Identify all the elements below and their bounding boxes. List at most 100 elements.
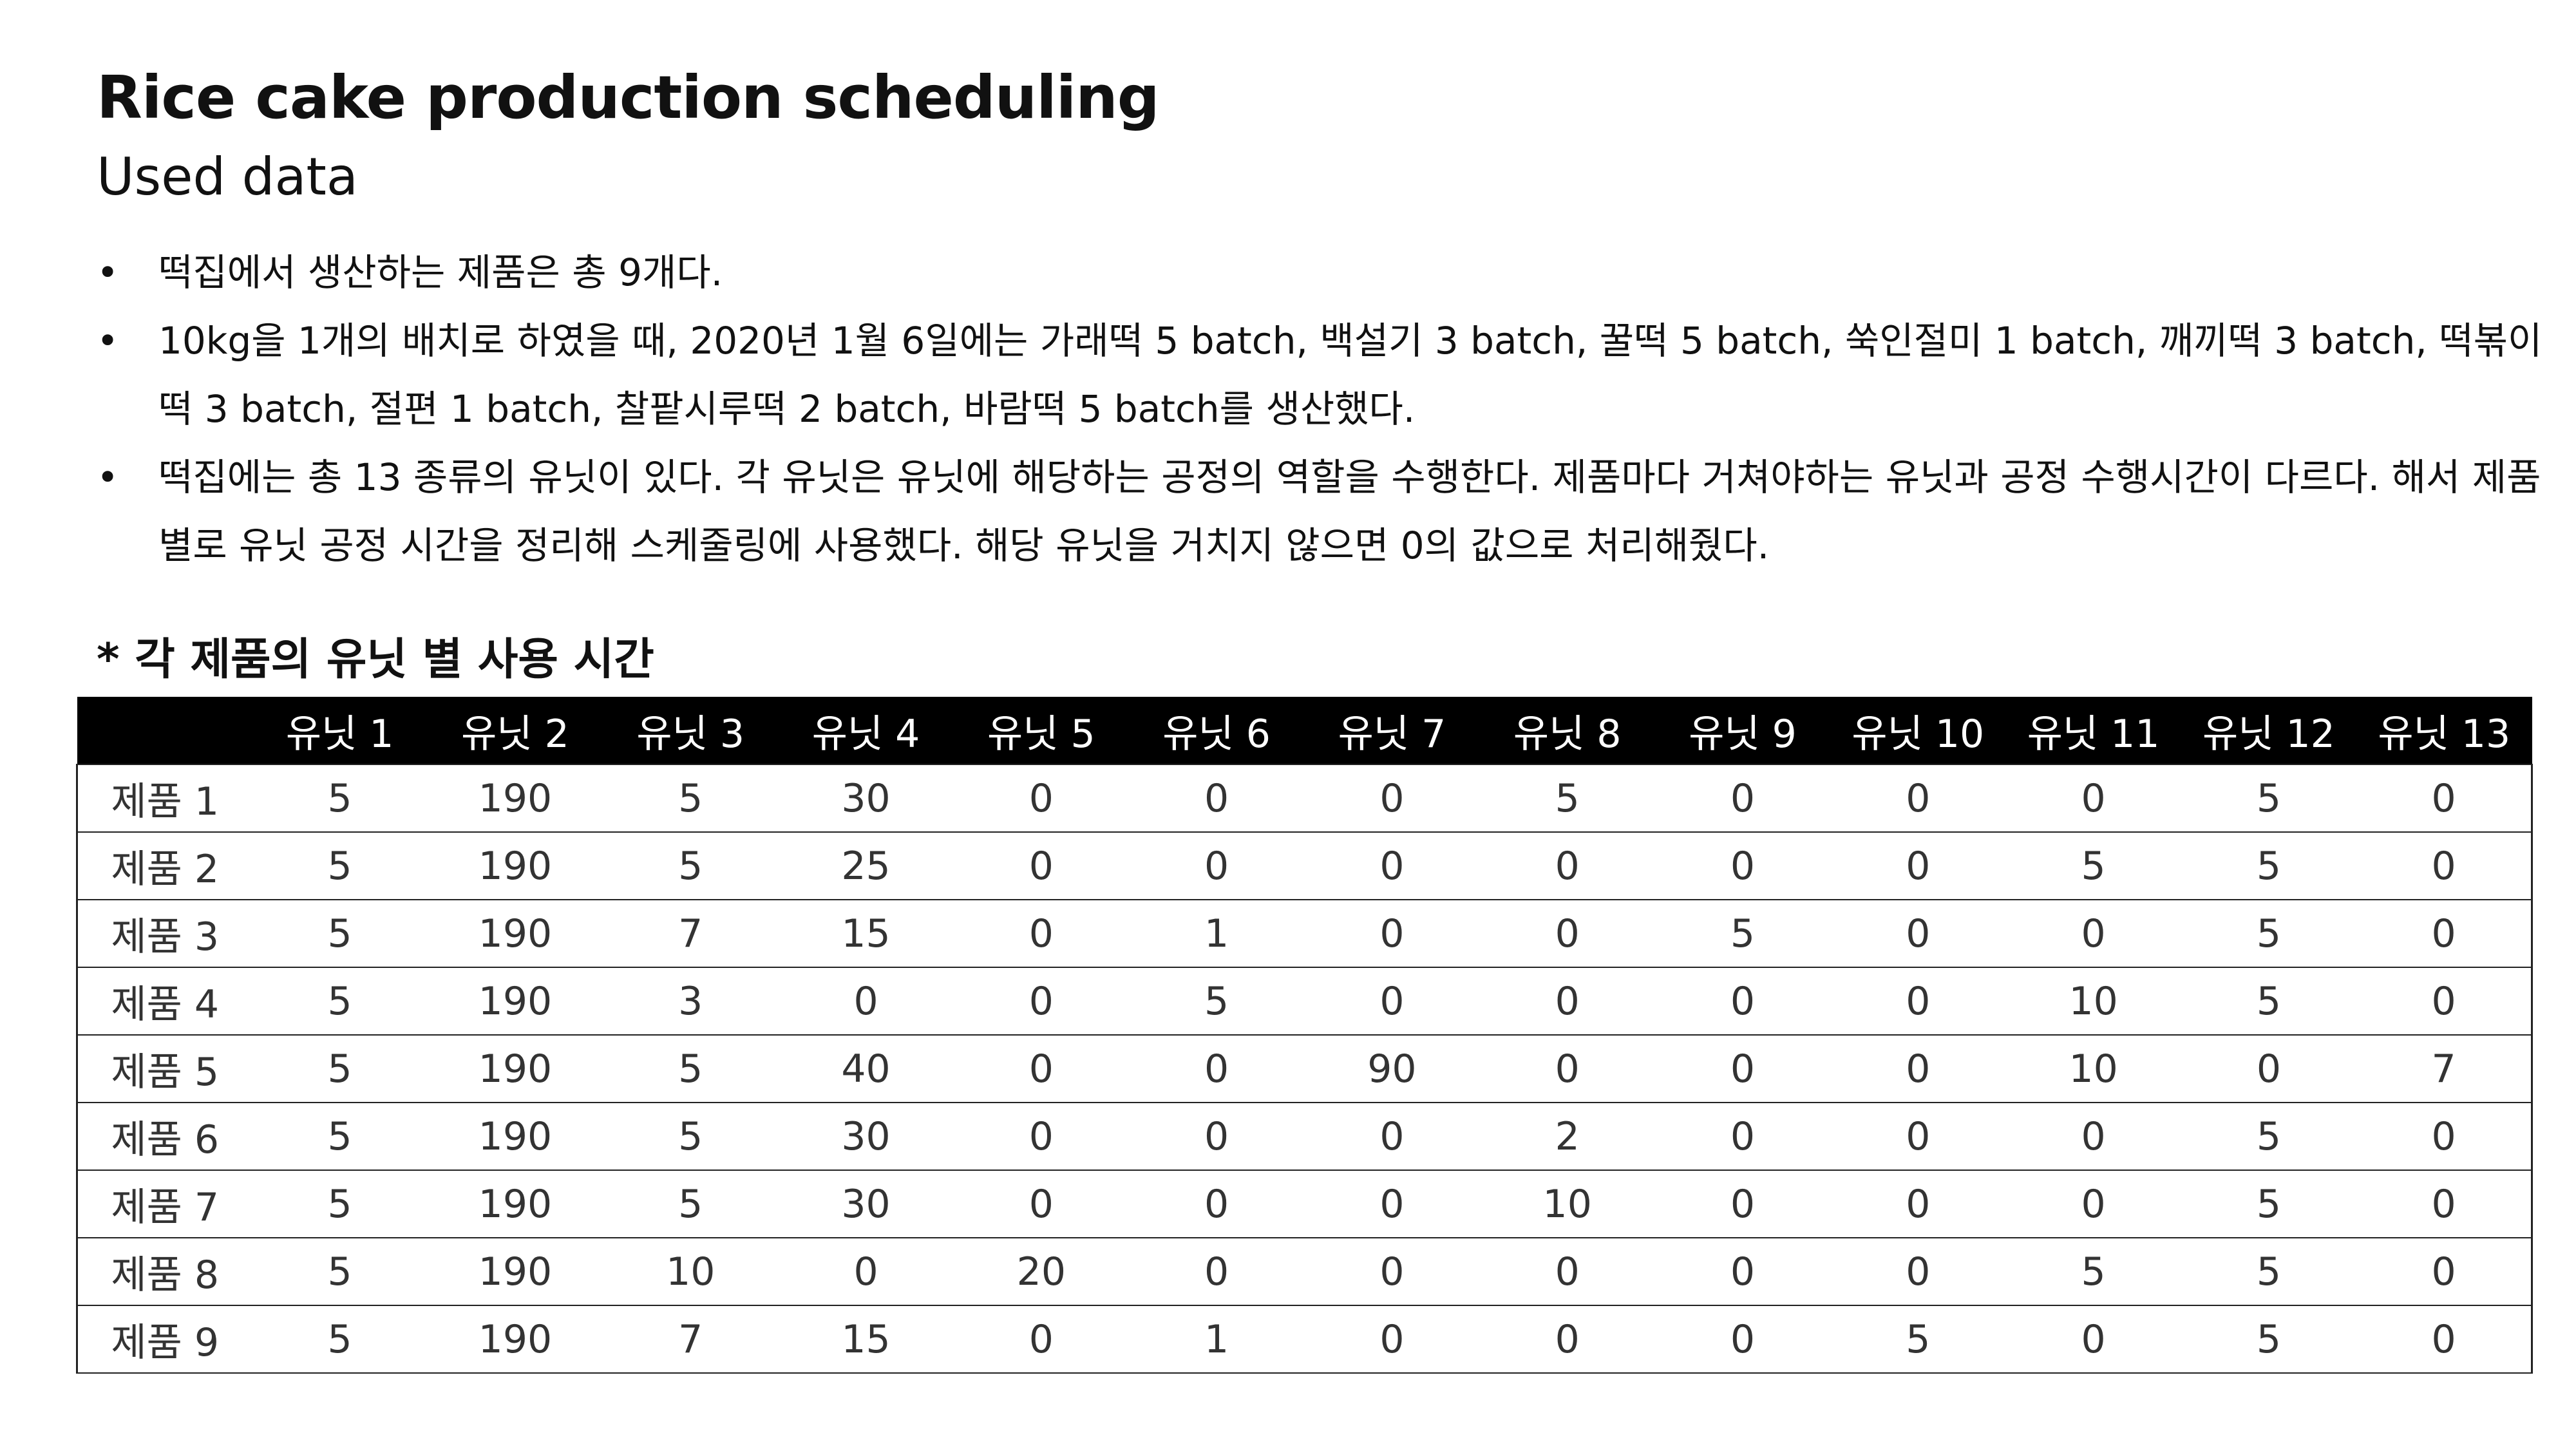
column-header-unit-7: 유닛 7 [1304, 697, 1480, 764]
table-cell: 0 [2356, 1237, 2533, 1306]
row-label-product-2: 제품 2 [76, 831, 252, 900]
table-cell: 15 [778, 899, 954, 968]
bullet-text-1: 떡집에서 생산하는 제품은 총 9개다. [158, 251, 723, 294]
table-cell: 30 [778, 764, 954, 833]
table-cell: 190 [427, 831, 603, 900]
table-cell: 0 [2356, 1170, 2533, 1238]
bullet-dot-icon: • [97, 319, 119, 363]
table-cell: 0 [953, 831, 1129, 900]
bullet-item-1: • 떡집에서 생산하는 제품은 총 9개다. [97, 238, 2544, 307]
table-cell: 0 [1128, 1102, 1305, 1171]
table-cell: 0 [953, 1305, 1129, 1374]
table-cell: 0 [2005, 1170, 2181, 1238]
table-cell: 0 [2005, 899, 2181, 968]
table-cell: 0 [1830, 764, 2006, 833]
table-cell: 7 [603, 1305, 779, 1374]
column-header-unit-1: 유닛 1 [252, 697, 428, 764]
table-row: 제품 9 5 190 7 15 0 1 0 0 0 5 0 5 0 [76, 1305, 2533, 1374]
table-cell: 0 [2005, 1305, 2181, 1374]
table-cell: 0 [2005, 764, 2181, 833]
table-cell: 0 [1479, 1034, 1655, 1103]
table-cell: 5 [1128, 967, 1305, 1036]
column-header-unit-6: 유닛 6 [1128, 697, 1305, 764]
column-header-unit-8: 유닛 8 [1479, 697, 1655, 764]
column-header-unit-3: 유닛 3 [603, 697, 779, 764]
header-corner-cell [77, 697, 252, 764]
row-label-product-8: 제품 8 [76, 1237, 252, 1306]
table-cell: 190 [427, 764, 603, 833]
table-cell: 0 [1654, 967, 1831, 1036]
table-cell: 5 [252, 1102, 428, 1171]
table-cell: 0 [1830, 831, 2006, 900]
table-cell: 30 [778, 1170, 954, 1238]
table-row: 제품 1 5 190 5 30 0 0 0 5 0 0 0 5 0 [76, 764, 2533, 833]
table-row: 제품 7 5 190 5 30 0 0 0 10 0 0 0 5 0 [76, 1170, 2533, 1238]
table-cell: 0 [1128, 1237, 1305, 1306]
table-cell: 0 [1304, 967, 1480, 1036]
column-header-unit-9: 유닛 9 [1654, 697, 1831, 764]
table-cell: 25 [778, 831, 954, 900]
table-cell: 0 [1304, 831, 1480, 900]
table-cell: 0 [953, 1102, 1129, 1171]
bullet-item-3: • 떡집에는 총 13 종류의 유닛이 있다. 각 유닛은 유닛에 해당하는 공… [97, 443, 2544, 580]
table-cell: 5 [2005, 1237, 2181, 1306]
table-cell: 0 [1479, 899, 1655, 968]
table-cell: 5 [252, 899, 428, 968]
row-label-product-4: 제품 4 [76, 967, 252, 1036]
table-cell: 0 [2356, 831, 2533, 900]
table-cell: 90 [1304, 1034, 1480, 1103]
bullet-text-2: 10kg을 1개의 배치로 하였을 때, 2020년 1월 6일에는 가래떡 5… [158, 319, 2543, 431]
table-cell: 0 [953, 899, 1129, 968]
table-cell: 190 [427, 967, 603, 1036]
table-cell: 0 [1304, 899, 1480, 968]
table-cell: 0 [1830, 899, 2006, 968]
table-cell: 20 [953, 1237, 1129, 1306]
table-cell: 0 [2356, 899, 2533, 968]
table-cell: 0 [1479, 1305, 1655, 1374]
table-cell: 5 [252, 764, 428, 833]
table-cell: 5 [252, 831, 428, 900]
table-heading: * 각 제품의 유닛 별 사용 시간 [97, 634, 654, 685]
table-cell: 0 [1304, 1170, 1480, 1238]
table-cell: 0 [1830, 967, 2006, 1036]
bullet-dot-icon: • [97, 455, 119, 499]
table-cell: 0 [1654, 1237, 1831, 1306]
table-cell: 5 [603, 1102, 779, 1171]
table-cell: 15 [778, 1305, 954, 1374]
table-cell: 5 [603, 1034, 779, 1103]
table-cell: 0 [2356, 1102, 2533, 1171]
table-cell: 0 [1654, 764, 1831, 833]
table-cell: 5 [252, 1237, 428, 1306]
table-cell: 0 [2356, 967, 2533, 1036]
bullet-list: • 떡집에서 생산하는 제품은 총 9개다. • 10kg을 1개의 배치로 하… [97, 238, 2544, 580]
bullet-dot-icon: • [97, 251, 119, 294]
table-row: 제품 2 5 190 5 25 0 0 0 0 0 0 5 5 0 [76, 831, 2533, 900]
table-cell: 0 [953, 764, 1129, 833]
table-cell: 5 [2181, 1305, 2357, 1374]
table-cell: 0 [1128, 1170, 1305, 1238]
table-cell: 0 [2005, 1102, 2181, 1171]
table-cell: 0 [2356, 1305, 2533, 1374]
table-row: 제품 6 5 190 5 30 0 0 0 2 0 0 0 5 0 [76, 1102, 2533, 1171]
table-cell: 190 [427, 1034, 603, 1103]
table-cell: 0 [1479, 967, 1655, 1036]
table-cell: 0 [1654, 1170, 1831, 1238]
table-cell: 0 [1479, 831, 1655, 900]
table-cell: 0 [1654, 1034, 1831, 1103]
table-cell: 5 [603, 1170, 779, 1238]
table-cell: 0 [1128, 1034, 1305, 1103]
table-row: 제품 3 5 190 7 15 0 1 0 0 5 0 0 5 0 [76, 899, 2533, 968]
table-cell: 0 [953, 1034, 1129, 1103]
column-header-unit-10: 유닛 10 [1830, 697, 2006, 764]
table-header-row: 유닛 1 유닛 2 유닛 3 유닛 4 유닛 5 유닛 6 유닛 7 유닛 8 유닛 9 유닛 1… [77, 697, 2532, 764]
table-cell: 0 [953, 1170, 1129, 1238]
table-cell: 0 [1654, 1305, 1831, 1374]
row-label-product-9: 제품 9 [76, 1305, 252, 1374]
table-cell: 0 [1304, 764, 1480, 833]
table-cell: 5 [603, 831, 779, 900]
table-cell: 1 [1128, 899, 1305, 968]
table-cell: 7 [603, 899, 779, 968]
table-cell: 5 [1830, 1305, 2006, 1374]
table-cell: 190 [427, 1237, 603, 1306]
table-cell: 0 [1304, 1102, 1480, 1171]
